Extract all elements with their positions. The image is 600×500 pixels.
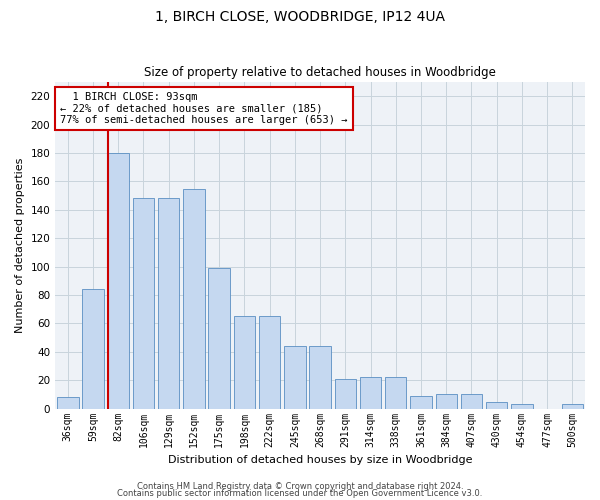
Bar <box>183 188 205 408</box>
X-axis label: Distribution of detached houses by size in Woodbridge: Distribution of detached houses by size … <box>168 455 472 465</box>
Bar <box>511 404 533 408</box>
Text: Contains HM Land Registry data © Crown copyright and database right 2024.: Contains HM Land Registry data © Crown c… <box>137 482 463 491</box>
Bar <box>133 198 154 408</box>
Bar <box>259 316 280 408</box>
Bar <box>562 404 583 408</box>
Title: Size of property relative to detached houses in Woodbridge: Size of property relative to detached ho… <box>144 66 496 80</box>
Bar <box>82 290 104 408</box>
Bar <box>107 153 129 408</box>
Text: Contains public sector information licensed under the Open Government Licence v3: Contains public sector information licen… <box>118 490 482 498</box>
Text: 1, BIRCH CLOSE, WOODBRIDGE, IP12 4UA: 1, BIRCH CLOSE, WOODBRIDGE, IP12 4UA <box>155 10 445 24</box>
Bar <box>360 378 381 408</box>
Y-axis label: Number of detached properties: Number of detached properties <box>15 158 25 333</box>
Bar <box>284 346 305 408</box>
Bar <box>233 316 255 408</box>
Bar <box>158 198 179 408</box>
Text: 1 BIRCH CLOSE: 93sqm
← 22% of detached houses are smaller (185)
77% of semi-deta: 1 BIRCH CLOSE: 93sqm ← 22% of detached h… <box>61 92 348 125</box>
Bar <box>310 346 331 408</box>
Bar <box>436 394 457 408</box>
Bar <box>57 398 79 408</box>
Bar <box>461 394 482 408</box>
Bar <box>208 268 230 408</box>
Bar <box>410 396 432 408</box>
Bar <box>335 379 356 408</box>
Bar <box>486 402 508 408</box>
Bar <box>385 378 406 408</box>
